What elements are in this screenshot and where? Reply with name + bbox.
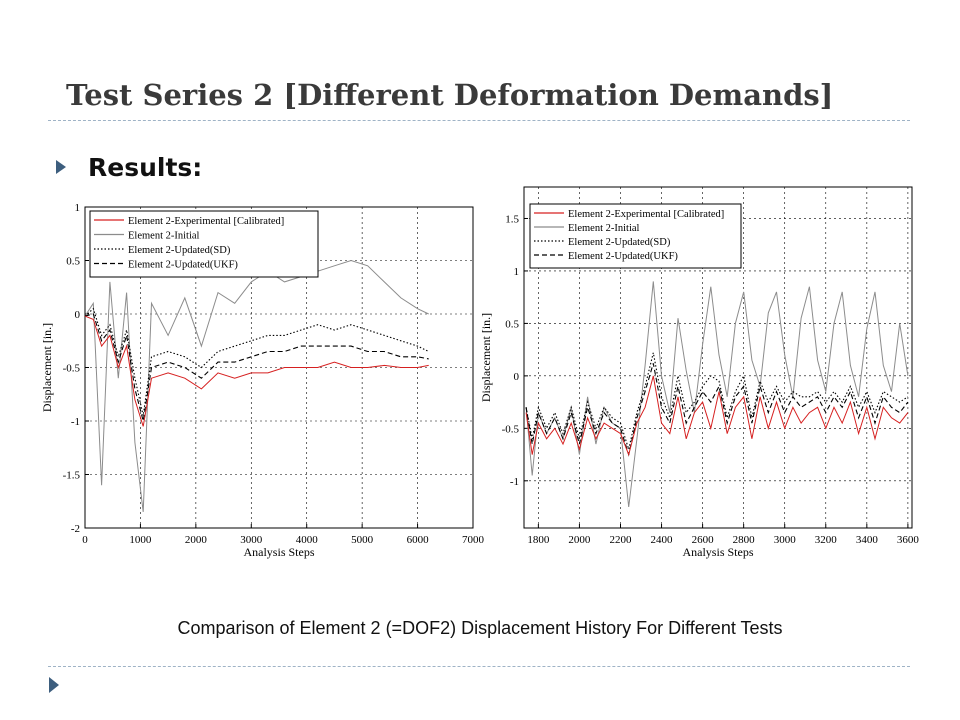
x-tick-label: 6000 (407, 534, 430, 546)
legend-label: Element 2-Updated(UKF) (128, 260, 238, 271)
chart-1: 0 1000 2000 3000 4000 5000 6000 7000 -2 -1.5 -1 -0.… (40, 202, 485, 559)
x-tick-label: 2000 (568, 534, 591, 546)
x-tick-label: 7000 (462, 534, 485, 546)
legend-label: Element 2-Initial (128, 231, 200, 242)
title-divider (48, 120, 910, 121)
legend: Element 2-Experimental [Calibrated] Eleme… (89, 210, 319, 278)
y-tick-label: -0.5 (63, 363, 81, 375)
legend-label: Element 2-Updated(UKF) (568, 251, 678, 262)
x-axis-label: Analysis Steps (243, 545, 314, 559)
y-tick-label: 0 (514, 371, 520, 383)
results-heading: Results: (88, 153, 203, 182)
y-axis-label: Displacement [in.] (40, 323, 54, 412)
legend-label: Element 2-Experimental [Calibrated] (568, 209, 724, 220)
x-axis-label: Analysis Steps (682, 545, 753, 559)
legend-box (89, 210, 319, 278)
y-tick-label: 0 (75, 309, 81, 321)
series-line-4 (85, 313, 429, 422)
bullet-arrow-icon (56, 160, 66, 174)
x-tick-label: 5000 (351, 534, 374, 546)
x-tick-label: 2200 (609, 534, 632, 546)
x-tick-label: 1800 (527, 534, 550, 546)
slide-title: Test Series 2 [Different Deformation Dem… (66, 78, 834, 112)
x-tick-label: 0 (82, 534, 88, 546)
y-tick-label: 0.5 (66, 256, 80, 268)
legend-label: Element 2-Experimental [Calibrated] (128, 216, 284, 227)
y-tick-label: -1 (71, 416, 80, 428)
series-line-1 (525, 375, 909, 457)
x-tick-label: 3000 (240, 534, 263, 546)
series-line-3 (525, 352, 909, 452)
x-tick-label: 2000 (185, 534, 208, 546)
series-line-3 (85, 307, 429, 416)
y-tick-label: 0.5 (505, 318, 519, 330)
x-tick-label: 4000 (296, 534, 319, 546)
legend-label: Element 2-Updated(SD) (568, 237, 671, 248)
legend: Element 2-Experimental [Calibrated] Eleme… (529, 203, 742, 269)
y-tick-label: 1 (75, 202, 81, 214)
legend-label: Element 2-Initial (568, 223, 640, 234)
legend-box (529, 203, 742, 269)
series-line-4 (525, 363, 909, 457)
series-line-2 (525, 281, 909, 508)
y-tick-label: -1 (510, 476, 519, 488)
footer-divider (48, 666, 910, 667)
series-line-1 (85, 315, 429, 427)
chart-2: 1800 2000 2200 2400 2600 2800 3000 3200 3400 3600… (479, 186, 920, 559)
y-tick-label: 1.5 (505, 213, 519, 225)
x-tick-label: 3200 (815, 534, 838, 546)
x-tick-label: 3000 (774, 534, 797, 546)
x-tick-label: 3400 (856, 534, 879, 546)
legend-label: Element 2-Updated(SD) (128, 245, 231, 256)
x-tick-label: 2400 (651, 534, 674, 546)
x-tick-label: 3600 (897, 534, 920, 546)
footer-arrow-icon (49, 677, 59, 693)
x-tick-label: 2600 (692, 534, 715, 546)
y-tick-label: -2 (71, 523, 80, 535)
x-tick-label: 1000 (129, 534, 152, 546)
y-tick-label: -1.5 (63, 470, 81, 482)
y-axis-label: Displacement [in.] (479, 313, 493, 402)
figure-caption: Comparison of Element 2 (=DOF2) Displace… (177, 618, 783, 638)
y-tick-label: -0.5 (502, 423, 520, 435)
x-tick-label: 2800 (733, 534, 756, 546)
y-tick-label: 1 (514, 266, 520, 278)
